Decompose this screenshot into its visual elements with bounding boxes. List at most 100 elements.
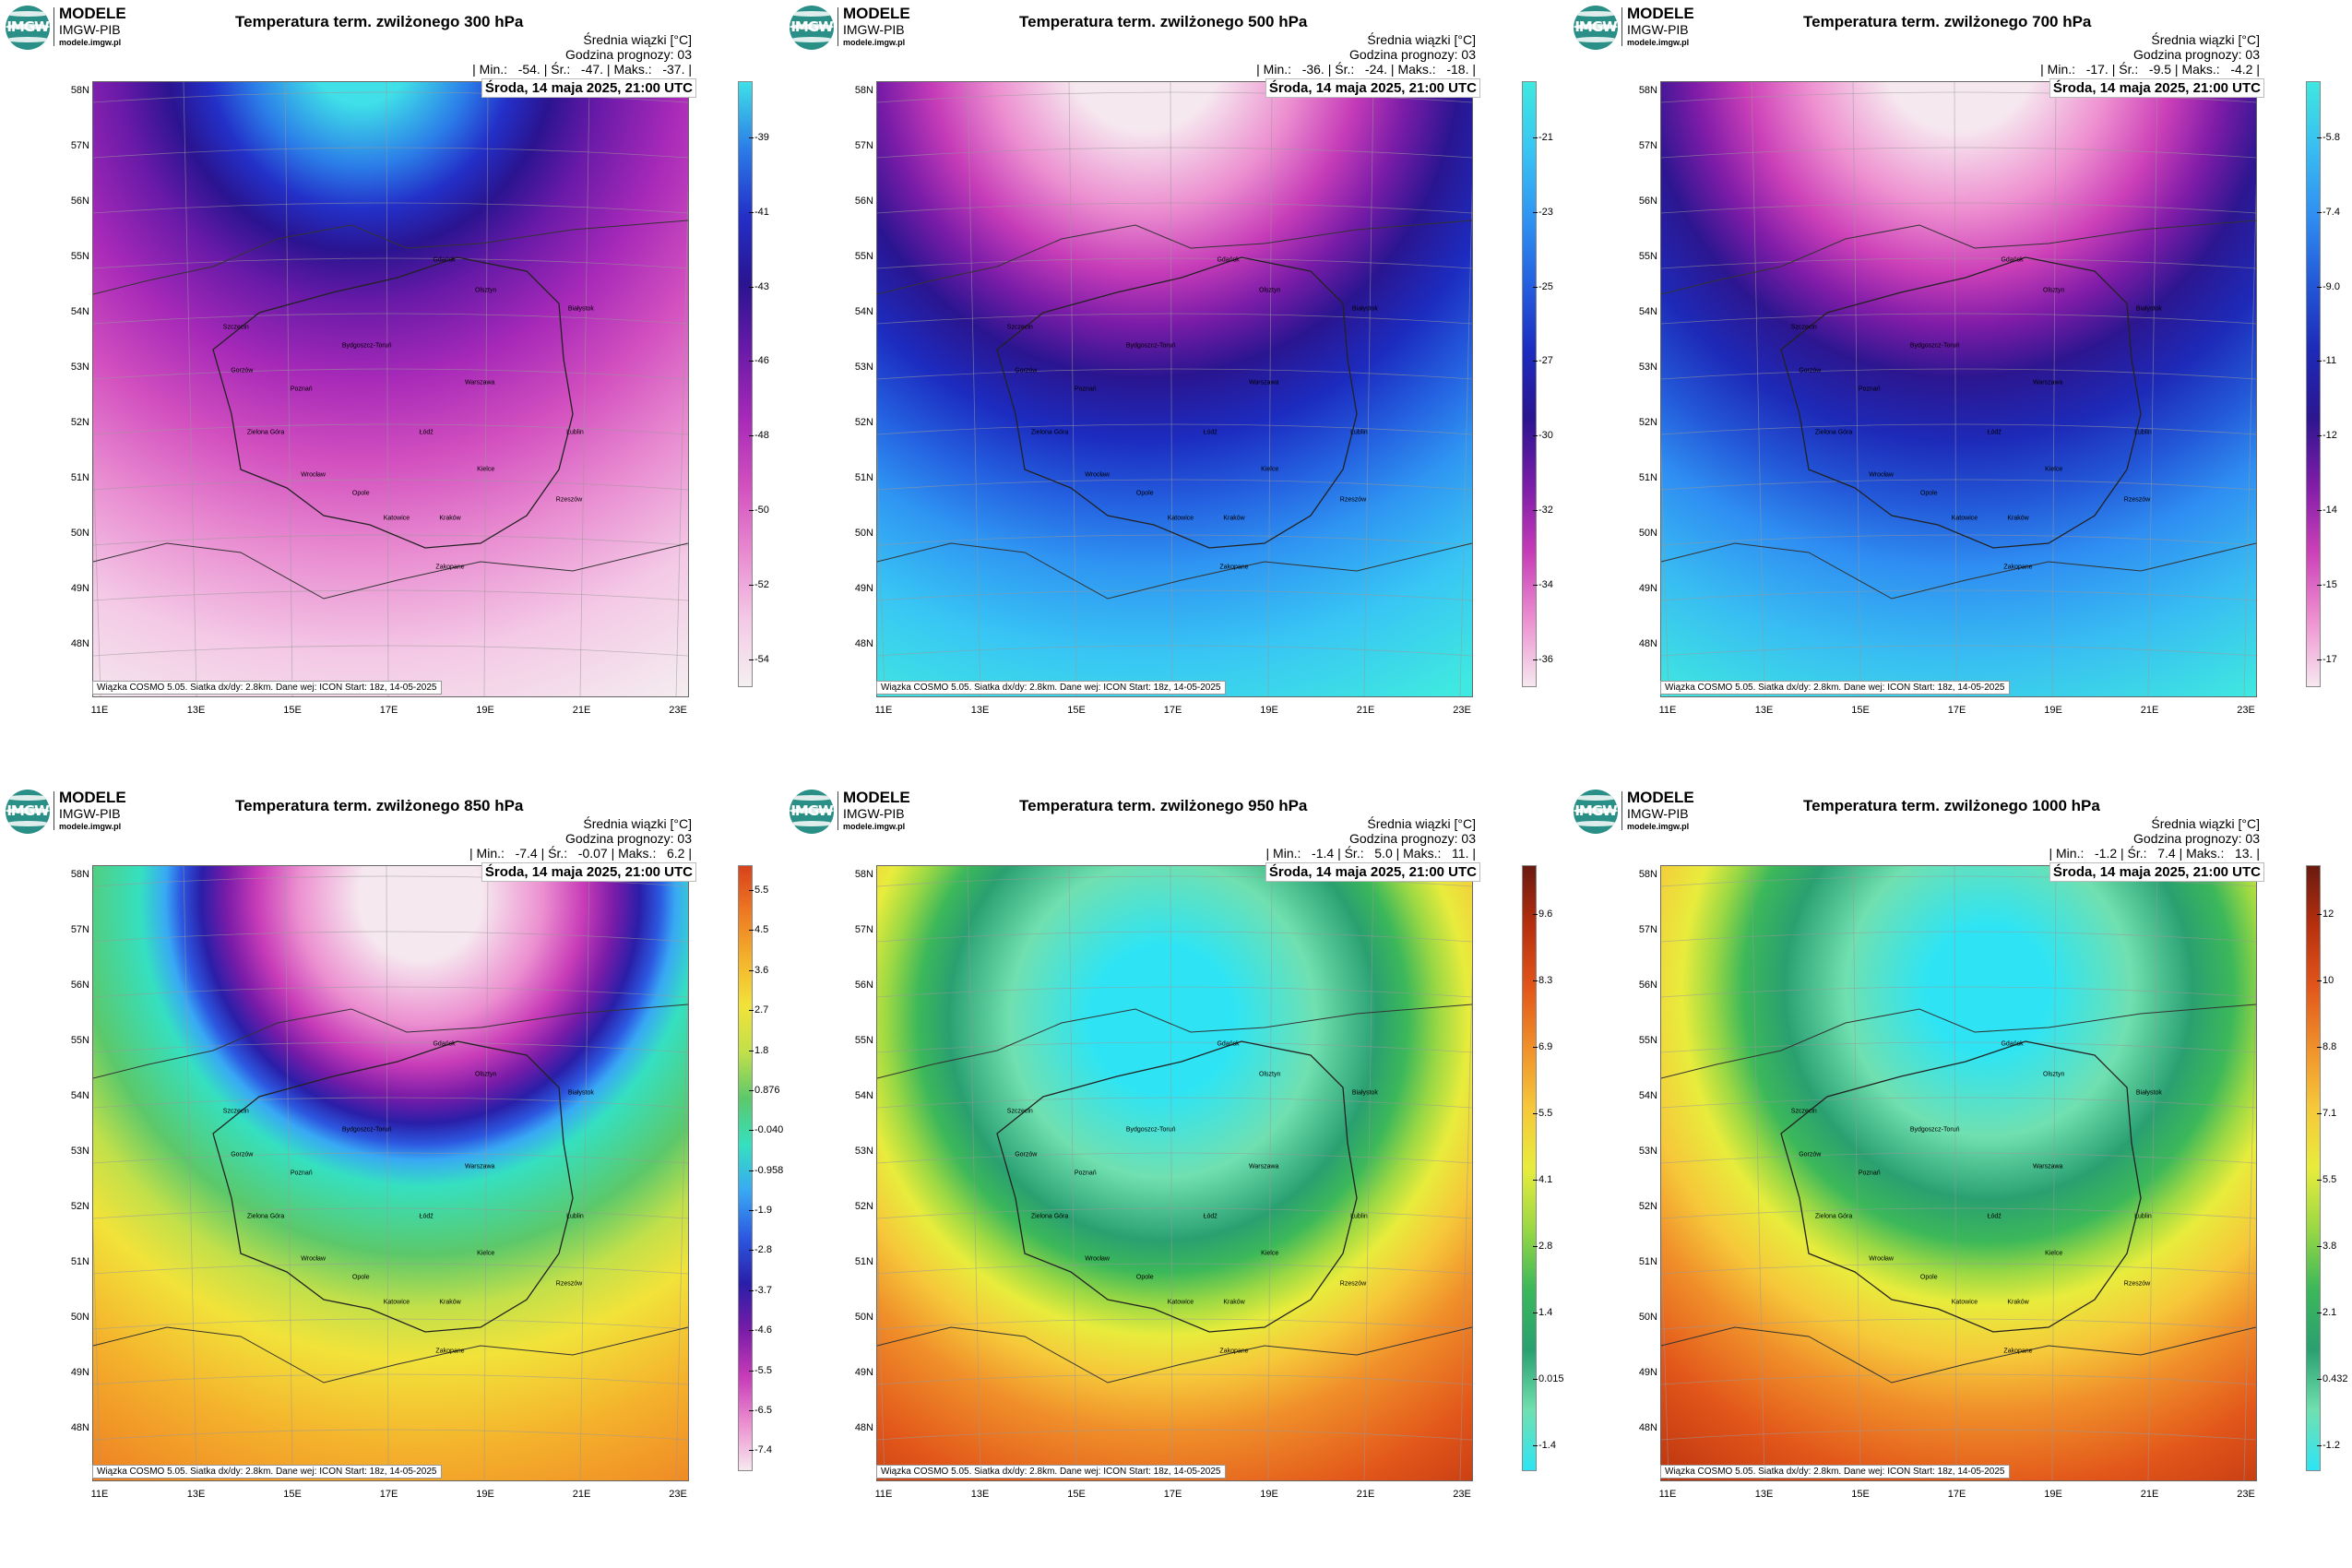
latitude-gridline <box>877 1429 1472 1441</box>
latitude-label: 51N <box>854 1256 873 1267</box>
city-label: Katowice <box>1951 1299 1978 1306</box>
latitude-gridline <box>93 368 688 380</box>
model-footnote: Wiązka COSMO 5.05. Siatka dx/dy: 2.8km. … <box>92 1465 442 1479</box>
coastline <box>93 1004 688 1079</box>
logo-wave <box>1574 808 1618 814</box>
city-label: Lublin <box>2134 429 2152 436</box>
forecast-hour: Godzina prognozy: 03 <box>565 831 692 846</box>
latitude-gridline <box>1661 202 2256 214</box>
colorbar <box>1522 81 1537 687</box>
latitude-label: 58N <box>1638 85 1657 96</box>
colorbar-ticks: -39 -41 -43 -46 -48 -50 -52 -54 <box>749 81 791 685</box>
latitude-gridline <box>877 1152 1472 1164</box>
latitude-label: 54N <box>1638 306 1657 317</box>
logo-text: IMGW <box>6 802 49 819</box>
imgw-logo-icon: IMGW <box>6 6 50 50</box>
longitude-label: 13E <box>1754 1489 1774 1500</box>
latitude-label: 49N <box>1638 583 1657 594</box>
colorbar-tick-label: -12 <box>2317 430 2337 442</box>
latitude-label: 53N <box>1638 362 1657 373</box>
valid-time: Środa, 14 maja 2025, 21:00 UTC <box>1265 78 1480 98</box>
brand-block: MODELE IMGW-PIB modele.imgw.pl <box>1627 6 1694 47</box>
colorbar-tick-label: 7.1 <box>2316 1107 2337 1119</box>
longitude-label: 21E <box>1356 705 1375 716</box>
longitude-gridline <box>183 82 197 696</box>
brand-url: modele.imgw.pl <box>59 822 122 831</box>
colorbar-tick-label: 8.3 <box>1532 974 1553 986</box>
coastline <box>877 1004 1472 1079</box>
city-label: Wrocław <box>1085 1255 1110 1263</box>
min-mean-max: | Min.: -1.4 | Śr.: 5.0 | Maks.: 11. | <box>1265 846 1476 861</box>
city-label: Gdańsk <box>433 1040 456 1048</box>
latitude-gridline <box>1661 1429 2256 1441</box>
latitude-gridline <box>1661 1097 2256 1109</box>
latitude-label: 57N <box>70 924 89 935</box>
neighbor-border <box>93 542 688 600</box>
temperature-field <box>1661 866 2256 1480</box>
map-area[interactable]: Gdańsk Olsztyn Szczecin Bydgoszcz-Toruń Biał… <box>876 865 1473 1481</box>
brand-block: MODELE IMGW-PIB modele.imgw.pl <box>843 790 910 831</box>
map-area[interactable]: Gdańsk Olsztyn Szczecin Bydgoszcz-Toruń Biał… <box>1660 81 2257 697</box>
neighbor-border <box>877 542 1472 600</box>
city-label: Rzeszów <box>1339 496 1367 504</box>
neighbor-border <box>1661 1326 2256 1384</box>
city-label: Opole <box>1919 490 1938 497</box>
city-label: Wrocław <box>1085 471 1110 479</box>
colorbar-tick-label: -11 <box>2316 355 2337 367</box>
city-label: Gdańsk <box>2001 1040 2024 1048</box>
latitude-label: 51N <box>1638 472 1657 483</box>
map-area[interactable]: Gdańsk Olsztyn Szczecin Bydgoszcz-Toruń Biał… <box>92 81 689 697</box>
longitude-label: 15E <box>1067 705 1086 716</box>
longitude-label: 11E <box>874 705 893 716</box>
panel-title: Temperatura term. zwilżonego 950 hPa <box>1019 797 1308 814</box>
city-label: Bydgoszcz-Toruń <box>1909 1126 1960 1134</box>
brand-name: MODELE <box>59 789 126 806</box>
latitude-label: 48N <box>70 638 89 649</box>
colorbar-tick-label: 4.1 <box>1532 1173 1553 1185</box>
latitude-label: 58N <box>854 85 873 96</box>
latitude-gridline <box>1661 1041 2256 1053</box>
longitude-gridline <box>877 1222 885 1480</box>
brand-url: modele.imgw.pl <box>1627 822 1690 831</box>
latitude-gridline <box>93 257 688 269</box>
latitude-gridline <box>877 534 1472 546</box>
latitude-gridline <box>877 1097 1472 1109</box>
logo-wave <box>790 795 834 801</box>
logo-wave <box>1574 24 1618 30</box>
colorbar-tick-label: -48 <box>749 430 769 442</box>
city-label: Kielce <box>477 1250 495 1257</box>
model-footnote: Wiązka COSMO 5.05. Siatka dx/dy: 2.8km. … <box>92 681 442 695</box>
logo-wave <box>1574 37 1618 42</box>
latitude-label: 54N <box>854 306 873 317</box>
city-label: Kielce <box>2045 1250 2063 1257</box>
map-area[interactable]: Gdańsk Olsztyn Szczecin Bydgoszcz-Toruń Biał… <box>876 81 1473 697</box>
colorbar-tick-label: 3.8 <box>2316 1240 2337 1252</box>
colorbar-tick-label: 5.5 <box>748 885 769 897</box>
map-area[interactable]: Gdańsk Olsztyn Szczecin Bydgoszcz-Toruń Biał… <box>92 865 689 1481</box>
latitude-gridline <box>93 645 688 657</box>
latitude-label: 50N <box>70 528 89 539</box>
latitude-gridline <box>877 423 1472 435</box>
city-label: Kielce <box>477 466 495 473</box>
city-label: Warszawa <box>1249 379 1279 386</box>
map-panel: IMGW MODELE IMGW-PIB modele.imgw.pl Temperat… <box>1568 784 2352 1568</box>
latitude-gridline <box>1661 1263 2256 1275</box>
latitude-gridline <box>877 1263 1472 1275</box>
longitude-gridline <box>1954 82 1957 696</box>
colorbar-tick-label: -14 <box>2317 505 2337 517</box>
brand-divider <box>53 7 54 46</box>
brand-url: modele.imgw.pl <box>1627 38 1690 47</box>
city-label: Opole <box>351 1274 370 1281</box>
city-label: Wrocław <box>1869 471 1894 479</box>
neighbor-border <box>877 1326 1472 1384</box>
city-label: Olsztyn <box>2043 287 2065 294</box>
latitude-label: 48N <box>1638 638 1657 649</box>
city-label: Białystok <box>1351 305 1378 313</box>
longitude-gridline <box>386 866 389 1480</box>
longitude-gridline <box>2243 182 2256 696</box>
panel-title: Temperatura term. zwilżonego 500 hPa <box>1019 13 1308 30</box>
city-label: Poznań <box>290 1170 313 1177</box>
city-label: Kielce <box>1261 466 1279 473</box>
map-area[interactable]: Gdańsk Olsztyn Szczecin Bydgoszcz-Toruń Biał… <box>1660 865 2257 1481</box>
longitude-gridline <box>2051 82 2057 696</box>
